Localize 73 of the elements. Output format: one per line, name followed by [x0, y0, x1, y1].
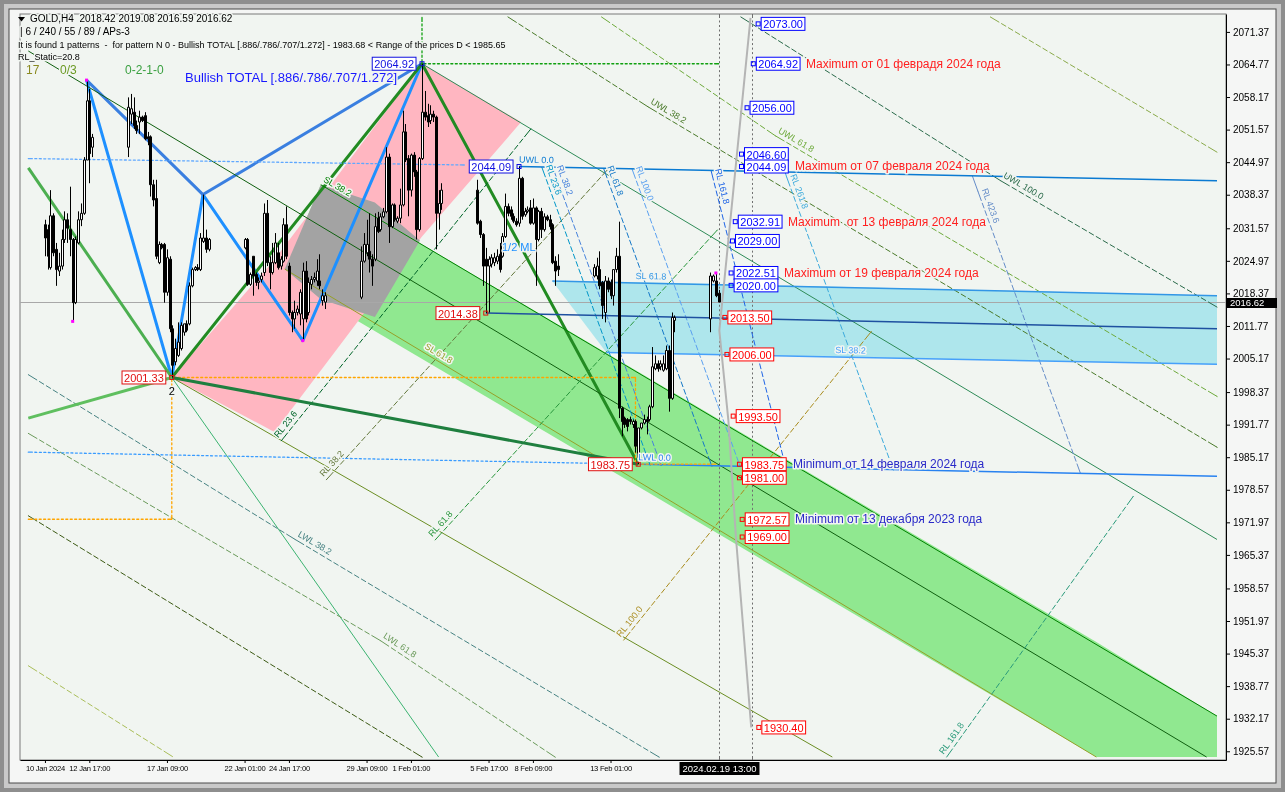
ref-line-label: 2016.62	[1230, 297, 1265, 308]
annotation: Bullish TOTAL [.886/.786/.707/1.272]	[185, 70, 397, 85]
data-label: 2073.00	[763, 18, 803, 31]
data-label: 1993.50	[738, 410, 778, 423]
y-tick-label: 2058.17	[1233, 91, 1270, 103]
y-tick-label: 1991.77	[1233, 419, 1270, 431]
data-label: 2029.00	[737, 235, 778, 248]
data-label: 1981.00	[744, 472, 785, 485]
y-tick-label: 1958.57	[1233, 583, 1270, 595]
y-tick-label: 1951.97	[1233, 615, 1270, 627]
y-tick-label: 2071.37	[1233, 26, 1270, 38]
annotation: Maximum от 13 февраля 2024 года	[788, 215, 987, 229]
text: SL 61.8	[423, 341, 455, 366]
y-tick-label: 1998.37	[1233, 386, 1270, 398]
data-label: 1983.75	[590, 458, 631, 471]
y-tick-label: 1978.57	[1233, 484, 1270, 496]
data-label: 2064.92	[374, 58, 414, 71]
text: SL 38.2	[321, 174, 354, 199]
text: RL 261.8	[788, 172, 811, 211]
annotation: 2	[168, 385, 175, 398]
data-label: 2032.91	[740, 216, 781, 229]
y-tick-label: 2018.37	[1233, 288, 1270, 300]
ref-line-label: 2024.02.19 13:00	[682, 762, 757, 774]
data-label: 2001.33	[124, 371, 164, 384]
text: RL 161.8	[712, 167, 732, 206]
series-label: UWL 0.0	[519, 154, 554, 166]
annotation: It is found 1 patterns - for pattern N 0 - Bullish TOTAL [.886/.786/.707/1.272] - 1983.68 < Range of the prices D < 1985.65	[18, 40, 506, 50]
annotation: Maximum от 19 февраля 2024 года	[784, 266, 979, 280]
y-tick-label: 1925.57	[1233, 745, 1270, 757]
text: LWL 61.8	[381, 630, 419, 660]
text: RL 38.2	[317, 448, 346, 479]
data-label: 2046.60	[746, 148, 787, 161]
y-tick-label: 1985.17	[1233, 451, 1270, 463]
y-tick-label: 2031.57	[1233, 222, 1270, 234]
annotation: Maximum от 01 феврадя 2024 года	[806, 57, 1001, 71]
annotation: 0-2-1-0	[125, 63, 165, 77]
text: | 6 / 240 / 55 / 89 / APs-3	[20, 26, 131, 37]
data-label: 1930.40	[763, 721, 804, 734]
annotation: 0/3	[60, 63, 78, 77]
y-tick-label: 1938.77	[1233, 680, 1270, 692]
annotation: 17	[26, 63, 40, 77]
data-label: 1969.00	[747, 531, 787, 544]
text: RL 100.0	[633, 164, 656, 203]
text: RL 61.8	[605, 164, 626, 198]
data-label: 2044.09	[746, 161, 787, 174]
y-tick-label: 1971.97	[1233, 517, 1270, 529]
data-label: 2020.00	[736, 279, 776, 292]
text: LWL 38.2	[296, 529, 334, 557]
chart-title: GOLD,H4 2018.42 2019.08 2016.59 2016.62	[30, 13, 233, 24]
y-tick-label: 2024.97	[1233, 255, 1270, 267]
data-label: 2044.09	[471, 161, 512, 174]
y-tick-label: 1932.17	[1233, 713, 1270, 725]
y-tick-label: 2064.77	[1233, 59, 1270, 71]
series-label: SL 38.2	[835, 344, 867, 356]
data-label: 2014.38	[438, 307, 478, 320]
y-tick-label: 2044.97	[1233, 156, 1270, 168]
y-tick-label: 2005.17	[1233, 353, 1270, 365]
data-label: 2013.50	[729, 311, 770, 324]
y-tick-label: 1945.37	[1233, 648, 1270, 660]
series-label: SL 61.8	[635, 270, 667, 282]
data-label: 1983.75	[744, 458, 785, 471]
y-tick-label: 2011.77	[1233, 320, 1269, 332]
y-tick-label: 2038.37	[1233, 189, 1270, 201]
data-label: 1972.57	[747, 513, 787, 526]
text: UWL 100.0	[1001, 170, 1046, 202]
text: RL 61.8	[426, 508, 455, 539]
y-tick-label: 2051.57	[1233, 124, 1270, 136]
data-label: 2056.00	[752, 102, 792, 115]
data-label: 2006.00	[731, 348, 772, 361]
annotation: Maximum от 07 февраля 2024 года	[795, 159, 990, 173]
data-label: 2022.51	[736, 267, 776, 280]
y-tick-label: 1965.37	[1233, 549, 1270, 561]
data-label: 2064.92	[758, 58, 799, 71]
